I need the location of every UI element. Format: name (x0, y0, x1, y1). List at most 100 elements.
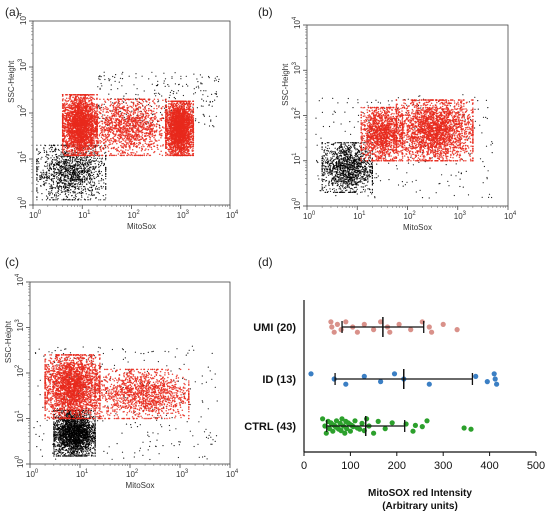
data-point (92, 169, 93, 170)
data-point (51, 190, 52, 191)
data-point (143, 153, 145, 155)
data-point (37, 192, 38, 193)
data-point (202, 77, 203, 78)
data-point (79, 155, 81, 157)
data-point (92, 137, 94, 139)
data-point (102, 158, 103, 159)
data-point (74, 103, 76, 105)
data-point (86, 157, 87, 158)
data-point (67, 128, 69, 130)
data-point (197, 107, 198, 108)
data-point (95, 167, 96, 168)
data-point (72, 183, 73, 184)
data-point (70, 168, 71, 169)
data-point (214, 80, 215, 81)
data-point (93, 150, 95, 152)
data-point (53, 165, 54, 166)
data-point (158, 140, 160, 142)
data-point (45, 182, 46, 183)
data-point (62, 95, 64, 97)
data-point (52, 147, 53, 148)
data-point (178, 90, 179, 91)
data-point (77, 175, 78, 176)
data-point (64, 191, 65, 192)
data-point (123, 98, 125, 100)
data-point (151, 106, 152, 107)
data-point (205, 90, 206, 91)
data-point (46, 161, 47, 162)
data-point (173, 91, 174, 92)
data-point (83, 165, 84, 166)
data-point (106, 155, 108, 157)
data-point (70, 181, 71, 182)
data-point (72, 195, 73, 196)
data-point (141, 146, 143, 148)
data-point (47, 159, 48, 160)
data-point (86, 193, 87, 194)
data-point (77, 118, 79, 120)
data-point (133, 98, 135, 100)
data-point (85, 153, 87, 155)
data-point (89, 145, 91, 147)
data-point (138, 101, 140, 103)
data-point (99, 98, 101, 100)
data-point (43, 172, 44, 173)
data-point (76, 172, 77, 173)
data-point (59, 150, 60, 151)
data-point (46, 178, 47, 179)
data-point (70, 123, 72, 125)
data-point (171, 90, 172, 91)
data-point (93, 94, 95, 96)
data-point (69, 151, 71, 153)
data-point (101, 145, 103, 147)
data-point (57, 173, 58, 174)
data-point (108, 150, 110, 152)
data-point (89, 182, 90, 183)
data-point (145, 121, 147, 123)
data-point (81, 104, 83, 106)
data-point (81, 132, 83, 134)
data-point (87, 171, 88, 172)
data-point (96, 192, 97, 193)
data-point (165, 99, 167, 101)
data-point (90, 122, 92, 124)
data-point (95, 198, 96, 199)
data-point (100, 140, 102, 142)
data-point (78, 128, 80, 130)
data-point (51, 175, 52, 176)
data-point (63, 159, 64, 160)
data-point (81, 172, 82, 173)
data-point (75, 126, 77, 128)
data-point (123, 96, 124, 97)
data-point (210, 119, 211, 120)
data-point (65, 161, 66, 162)
data-point (89, 104, 91, 106)
data-point (146, 121, 148, 123)
data-point (76, 123, 78, 125)
data-point (157, 120, 159, 122)
data-point (153, 111, 155, 113)
data-point (152, 84, 153, 85)
data-point (82, 130, 84, 132)
data-point (96, 130, 98, 132)
data-point (65, 115, 67, 117)
data-point (200, 90, 201, 91)
data-point (96, 104, 98, 106)
data-point (187, 85, 188, 86)
data-point (68, 173, 69, 174)
data-point (78, 189, 79, 190)
data-point (93, 174, 94, 175)
data-point (66, 196, 67, 197)
data-point (80, 159, 81, 160)
data-point (93, 135, 95, 137)
data-point (61, 160, 62, 161)
data-point (82, 104, 84, 106)
data-point (76, 144, 78, 146)
data-point (49, 178, 50, 179)
data-point (55, 192, 56, 193)
data-point (43, 147, 44, 148)
data-point (146, 105, 148, 107)
data-point (91, 111, 93, 113)
data-point (95, 188, 96, 189)
data-point (67, 172, 68, 173)
